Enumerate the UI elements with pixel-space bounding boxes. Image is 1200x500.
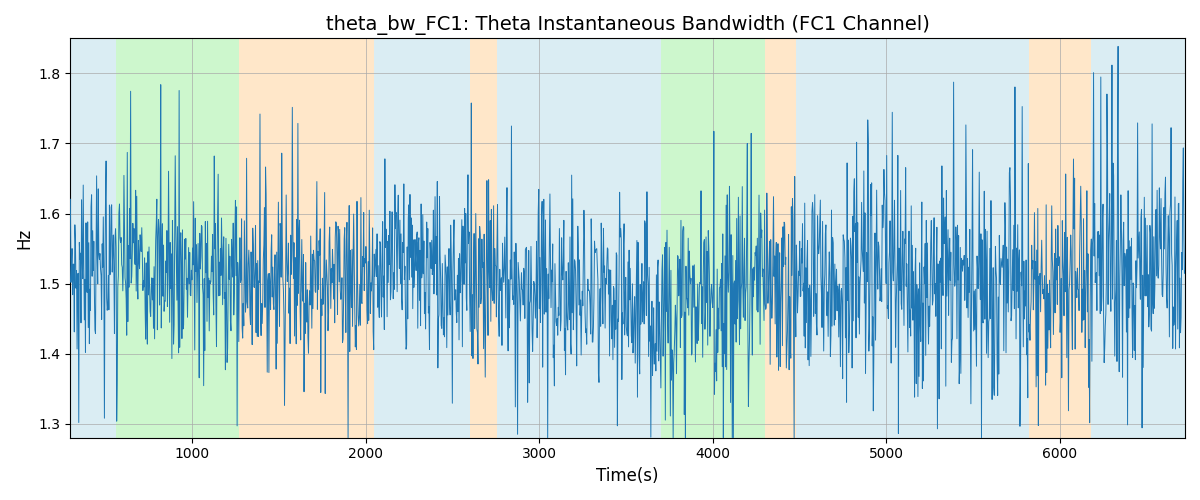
- Y-axis label: Hz: Hz: [14, 228, 32, 248]
- Bar: [239, 38, 374, 438]
- Bar: [764, 38, 796, 438]
- Bar: [498, 38, 661, 438]
- Bar: [71, 38, 115, 438]
- Bar: [796, 38, 1028, 438]
- Bar: [469, 38, 498, 438]
- Bar: [1091, 38, 1186, 438]
- Bar: [374, 38, 469, 438]
- Bar: [1028, 38, 1091, 438]
- Bar: [661, 38, 764, 438]
- X-axis label: Time(s): Time(s): [596, 467, 659, 485]
- Title: theta_bw_FC1: Theta Instantaneous Bandwidth (FC1 Channel): theta_bw_FC1: Theta Instantaneous Bandwi…: [325, 15, 930, 35]
- Bar: [115, 38, 239, 438]
